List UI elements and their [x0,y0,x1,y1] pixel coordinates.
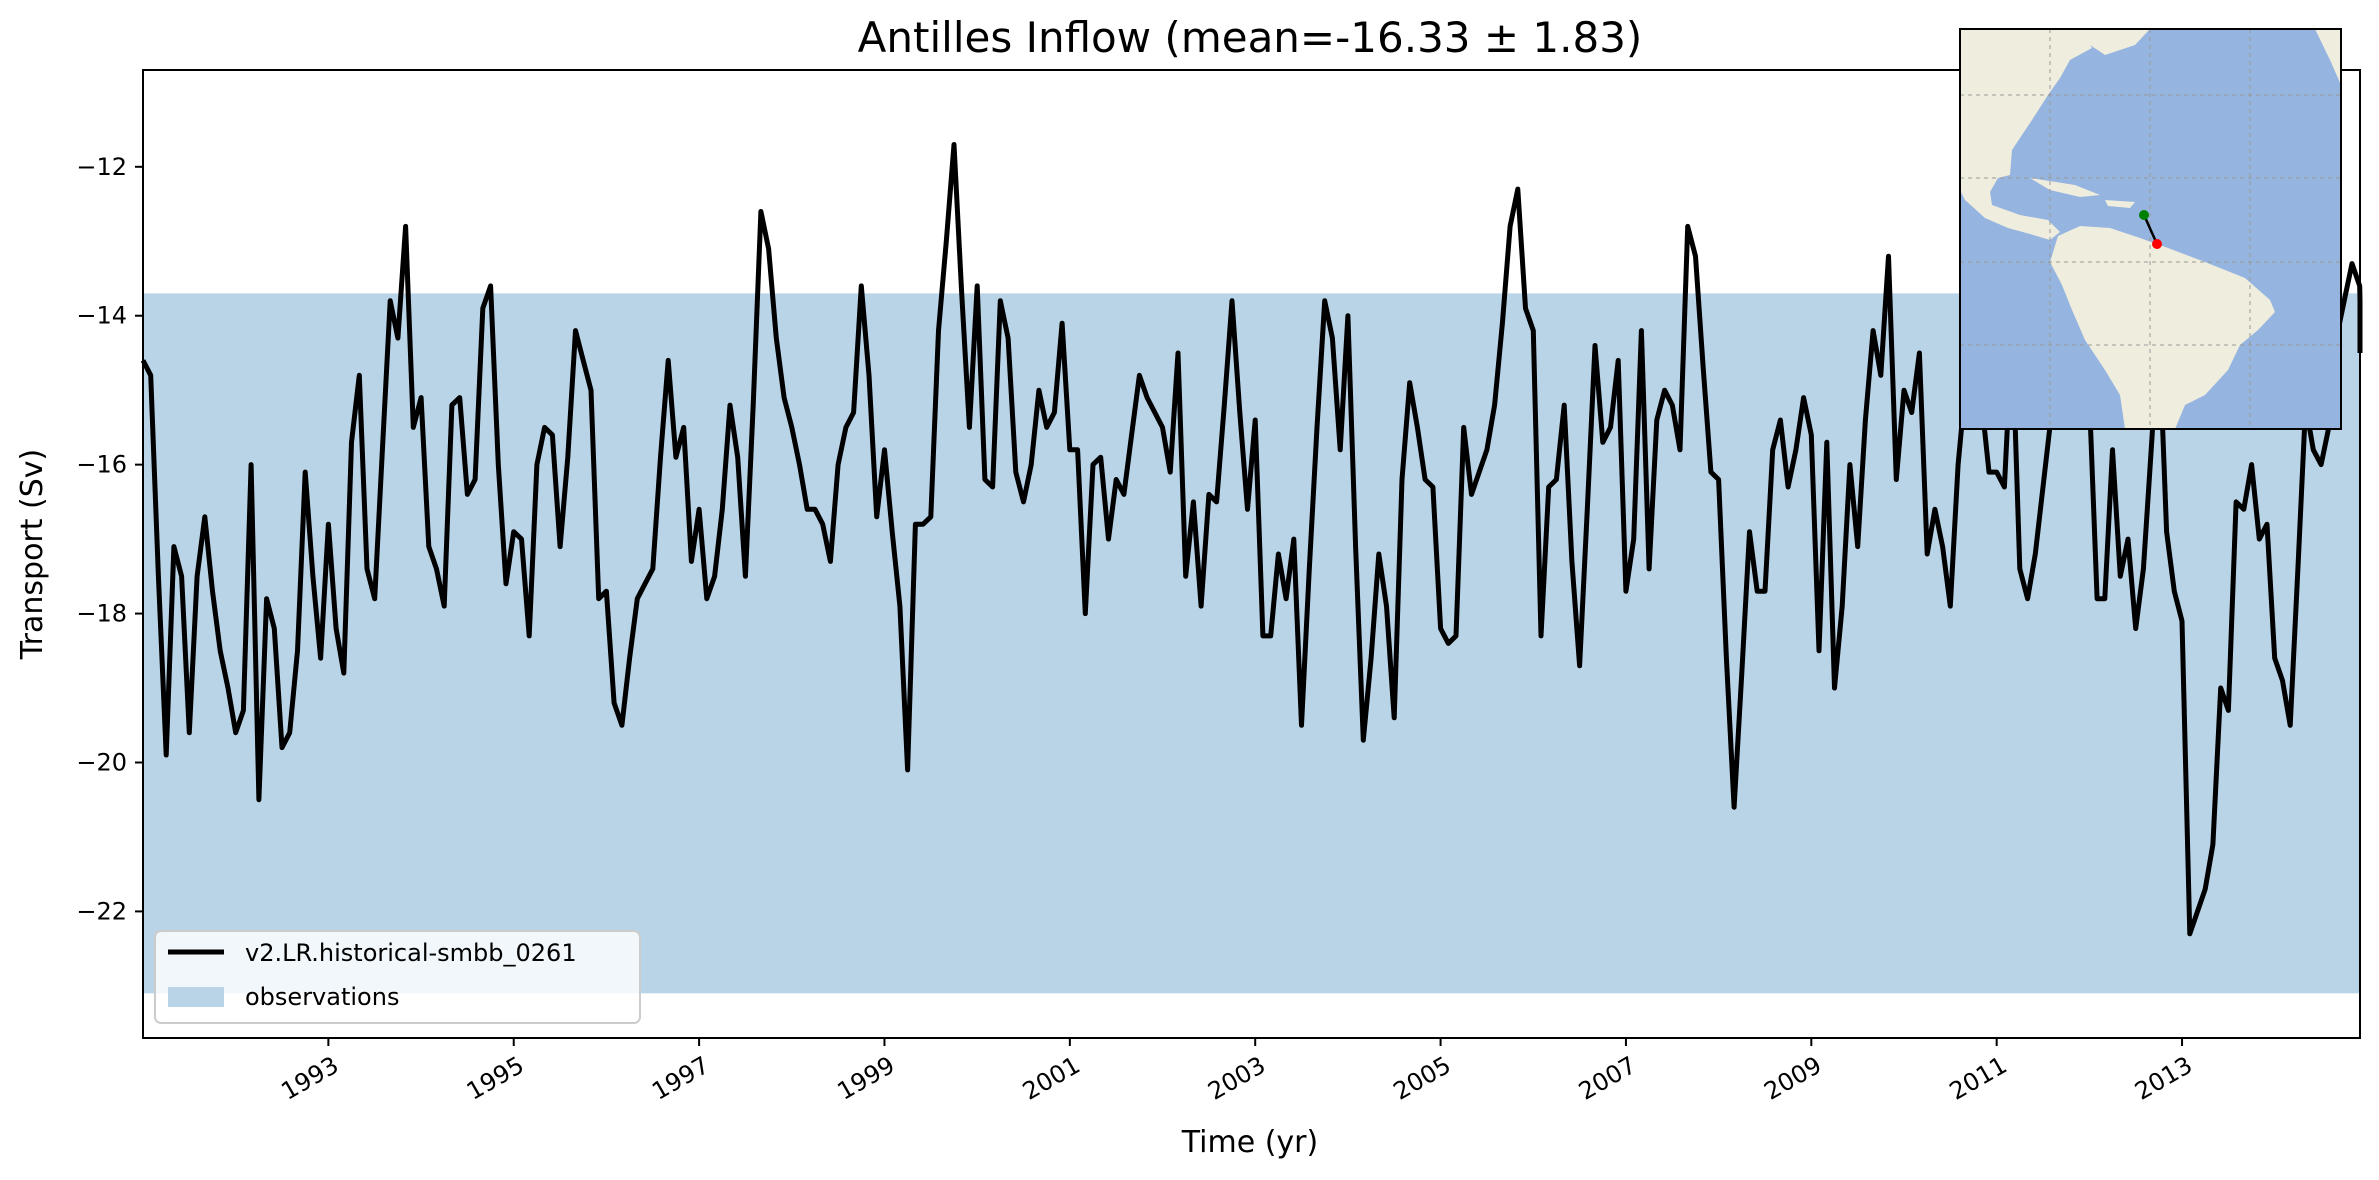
y-axis-title: Transport (Sv) [15,449,50,661]
x-axis-title: Time (yr) [1181,1125,1318,1160]
greenland-land [2075,29,2150,55]
y-tick-label: −12 [76,153,127,181]
series-line-v2-lr-historical [140,142,2363,937]
y-tick-label: −18 [76,600,127,628]
y-tick-label: −14 [76,302,127,330]
africa-land [2315,29,2341,85]
legend-label-series: v2.LR.historical-smbb_0261 [245,939,577,967]
section-start-marker [2139,210,2149,220]
caribbean-islands-land [2030,178,2135,208]
north-america-land [1960,29,2092,240]
y-tick-label: −16 [76,451,127,479]
legend-band-swatch [168,987,224,1007]
y-tick-label: −20 [76,748,127,776]
inset-map [1959,28,2342,430]
legend-label-observations: observations [245,983,399,1011]
section-end-marker [2152,239,2162,249]
section-line [2142,214,2159,245]
y-axis: −22 −20 −18 −16 −14 −12 [76,153,143,925]
plot-frame [142,69,2361,1039]
legend: v2.LR.historical-smbb_0261 observations [154,930,641,1024]
y-tick-label: −22 [76,897,127,925]
south-america-land [2050,226,2275,429]
chart-title: Antilles Inflow (mean=-16.33 ± 1.83) [858,13,1643,62]
